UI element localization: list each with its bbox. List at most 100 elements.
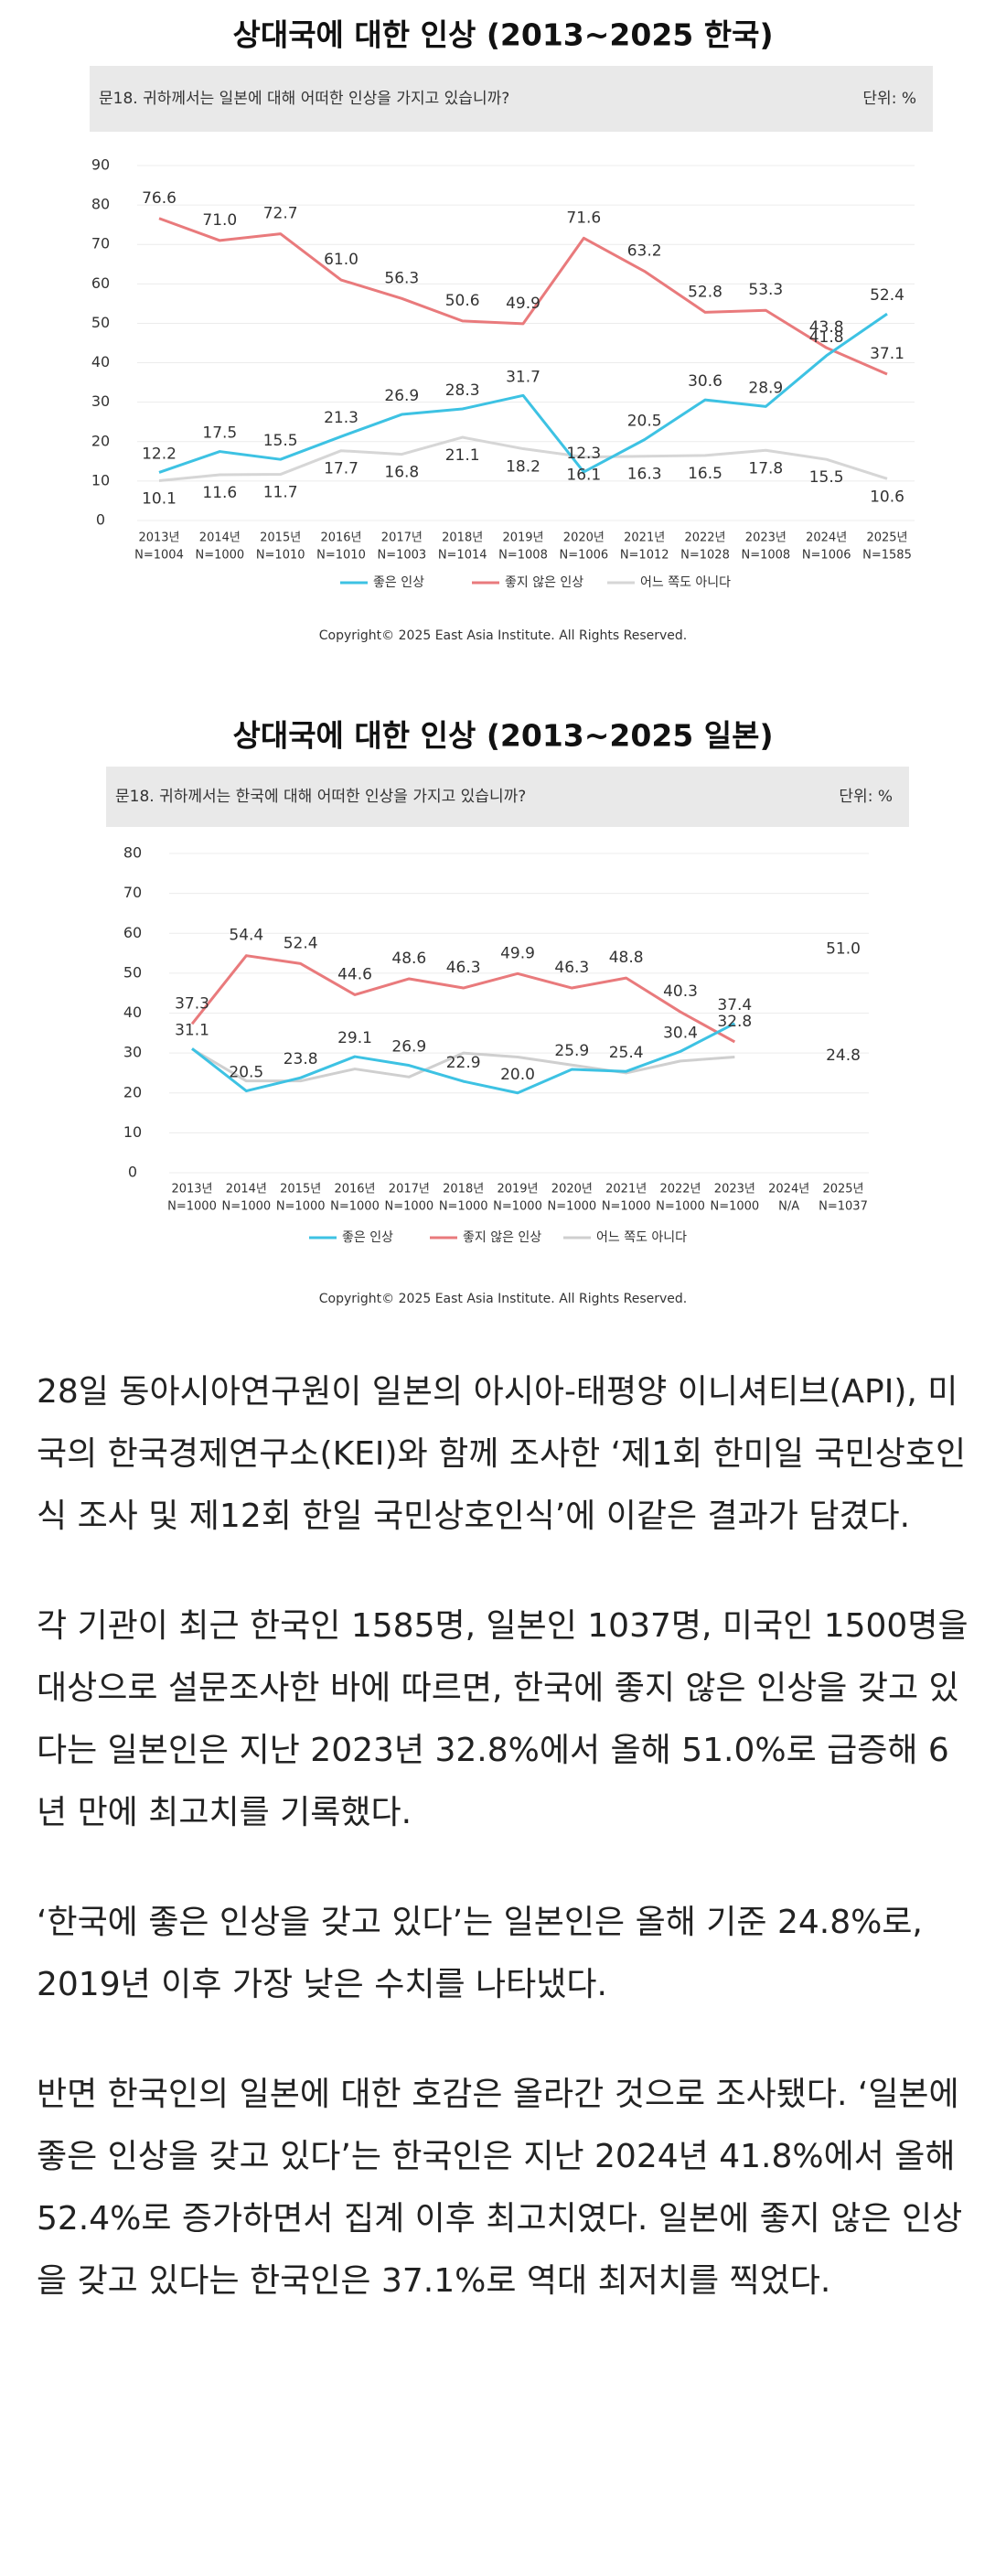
- y-tick-label: 40: [123, 1004, 142, 1021]
- data-label: 12.2: [142, 445, 177, 463]
- x-tick-label: 2013년: [138, 531, 179, 545]
- data-label: 16.1: [566, 467, 601, 485]
- charts: 상대국에 대한 인상 (2013~2025 한국) 문18. 귀하께서는 일본에 …: [90, 17, 933, 1306]
- sample-size-label: N=1008: [498, 549, 548, 563]
- data-label: 23.8: [284, 1050, 318, 1068]
- x-tick-label: 2017년: [389, 1183, 430, 1197]
- data-label: 76.6: [142, 189, 177, 208]
- x-tick-label: 2014년: [199, 531, 241, 545]
- data-label: 56.3: [384, 269, 419, 287]
- x-tick-label: 2022년: [659, 1183, 701, 1197]
- y-tick-label: 50: [123, 963, 142, 981]
- data-label: 53.3: [748, 281, 783, 299]
- series-line: [158, 217, 888, 376]
- data-label: 17.7: [324, 460, 359, 478]
- data-label: 20.5: [229, 1064, 263, 1082]
- x-tick-label: 2016년: [320, 531, 361, 545]
- sample-size-label: N=1000: [493, 1200, 542, 1214]
- sample-size-label: N=1006: [559, 549, 608, 563]
- data-label: 24.8: [826, 1046, 861, 1065]
- data-label: 37.4: [717, 996, 752, 1014]
- sample-size-label: N=1000: [167, 1200, 217, 1214]
- y-tick-label: 10: [91, 471, 110, 488]
- data-label: 26.9: [384, 387, 419, 405]
- x-tick-label: 2018년: [442, 531, 483, 545]
- data-label: 31.7: [506, 368, 540, 386]
- data-label: 52.4: [870, 286, 904, 305]
- x-tick-label: 2023년: [745, 531, 787, 545]
- x-tick-label: 2019년: [497, 1183, 538, 1197]
- data-label: 20.0: [500, 1066, 535, 1084]
- series-line: [158, 435, 888, 482]
- data-label: 44.6: [337, 965, 372, 983]
- data-label: 16.3: [627, 466, 662, 484]
- legend-label: 어느 쪽도 아니다: [596, 1230, 687, 1245]
- data-label: 37.1: [870, 345, 904, 363]
- data-label: 21.1: [445, 446, 480, 465]
- data-label: 11.7: [263, 484, 298, 502]
- y-tick-label: 80: [123, 844, 142, 862]
- data-label: 46.3: [446, 959, 481, 977]
- copyright: Copyright© 2025 East Asia Institute. All…: [319, 1292, 687, 1306]
- data-label: 31.1: [175, 1021, 209, 1039]
- data-label: 16.8: [384, 464, 419, 482]
- data-label: 52.4: [284, 934, 318, 952]
- y-tick-label: 70: [123, 884, 142, 901]
- data-label: 17.5: [202, 424, 237, 443]
- data-label: 52.8: [688, 283, 722, 301]
- data-label: 43.8: [809, 318, 844, 337]
- data-label: 54.4: [229, 927, 263, 945]
- sample-size-label: N=1010: [256, 549, 305, 563]
- series-line: [158, 312, 888, 474]
- data-label: 20.5: [627, 413, 662, 431]
- data-label: 50.6: [445, 292, 480, 310]
- data-label: 63.2: [627, 242, 662, 261]
- sample-size-label: N=1585: [862, 549, 912, 563]
- data-label: 40.3: [663, 982, 698, 1001]
- x-tick-label: 2018년: [443, 1183, 484, 1197]
- data-label: 71.0: [202, 211, 237, 230]
- x-tick-label: 2021년: [605, 1183, 647, 1197]
- sample-size-label: N=1006: [802, 549, 851, 563]
- data-label: 21.3: [324, 409, 359, 427]
- subtitle: 문18. 귀하께서는 한국에 대해 어떠한 인상을 가지고 있습니까?: [115, 788, 526, 806]
- x-tick-label: 2025년: [866, 531, 907, 545]
- x-tick-label: 2014년: [226, 1183, 267, 1197]
- y-tick-label: 90: [91, 156, 110, 174]
- paragraph: 28일 동아시아연구원이 일본의 아시아-태평양 이니셔티브(API), 미국의…: [37, 1373, 967, 1535]
- x-tick-label: 2025년: [822, 1183, 863, 1197]
- data-label: 26.9: [391, 1038, 426, 1057]
- x-tick-label: 2024년: [768, 1183, 809, 1197]
- data-label: 32.8: [717, 1013, 752, 1031]
- data-label: 22.9: [446, 1054, 481, 1072]
- x-tick-label: 2015년: [280, 1183, 321, 1197]
- x-tick-label: 2013년: [171, 1183, 212, 1197]
- y-tick-label: 70: [91, 235, 110, 252]
- sample-size-label: N=1000: [547, 1200, 596, 1214]
- sample-size-label: N=1000: [195, 549, 244, 563]
- sample-size-label: N=1000: [656, 1200, 705, 1214]
- data-label: 17.8: [748, 459, 783, 478]
- subtitle: 문18. 귀하께서는 일본에 대해 어떠한 인상을 가지고 있습니까?: [99, 90, 509, 108]
- sample-size-label: N=1000: [439, 1200, 488, 1214]
- copyright: Copyright© 2025 East Asia Institute. All…: [319, 628, 687, 643]
- x-tick-label: 2016년: [334, 1183, 375, 1197]
- sample-size-label: N=1028: [680, 549, 730, 563]
- header-band: [90, 66, 933, 132]
- data-label: 72.7: [263, 205, 298, 223]
- y-tick-label: 80: [91, 196, 110, 213]
- sample-size-label: N=1000: [330, 1200, 380, 1214]
- sample-size-label: N=1012: [620, 549, 669, 563]
- y-tick-label: 50: [91, 314, 110, 331]
- sample-size-label: N=1004: [134, 549, 184, 563]
- sample-size-label: N=1000: [276, 1200, 326, 1214]
- data-label: 15.5: [809, 468, 844, 487]
- chart-title: 상대국에 대한 인상 (2013~2025 한국): [232, 17, 773, 53]
- data-label: 18.2: [506, 458, 540, 477]
- data-label: 11.6: [202, 484, 237, 502]
- legend-label: 좋지 않은 인상: [505, 575, 583, 590]
- unit: 단위: %: [839, 788, 893, 806]
- x-tick-label: 2021년: [624, 531, 665, 545]
- y-tick-label: 20: [91, 432, 110, 449]
- sample-size-label: N/A: [778, 1200, 799, 1214]
